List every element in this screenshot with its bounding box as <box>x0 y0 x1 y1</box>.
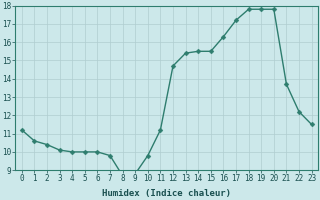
X-axis label: Humidex (Indice chaleur): Humidex (Indice chaleur) <box>102 189 231 198</box>
